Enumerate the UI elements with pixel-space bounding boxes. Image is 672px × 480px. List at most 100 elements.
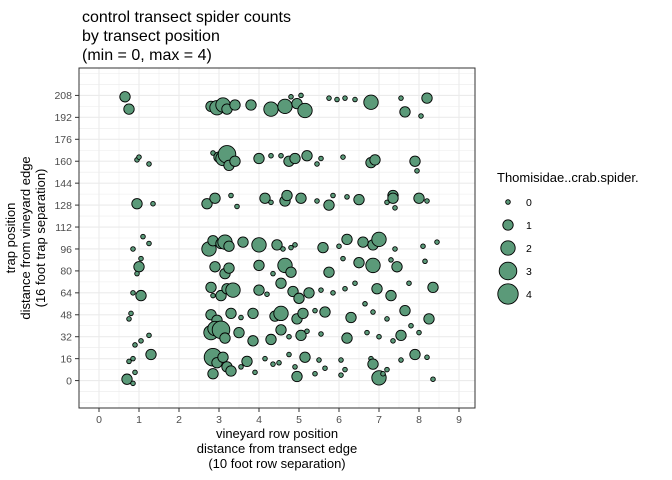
data-point xyxy=(387,192,399,204)
data-point xyxy=(265,333,277,346)
data-point xyxy=(420,243,426,249)
y-tick-label: 112 xyxy=(55,222,72,234)
data-point xyxy=(217,351,229,363)
data-point xyxy=(273,305,289,322)
data-point xyxy=(370,309,376,315)
data-point xyxy=(275,324,287,336)
data-point xyxy=(326,95,332,101)
data-point xyxy=(277,98,293,115)
data-point xyxy=(201,198,213,210)
data-point xyxy=(314,198,320,204)
data-point xyxy=(264,291,270,297)
data-point xyxy=(126,316,132,322)
y-tick-label: 16 xyxy=(60,353,72,365)
data-points xyxy=(119,91,440,387)
data-point xyxy=(318,155,324,162)
data-point xyxy=(262,355,268,362)
y-axis-title-line: trap position xyxy=(3,203,18,274)
data-point xyxy=(210,292,216,299)
y-tick-label: 96 xyxy=(60,244,72,256)
title-line-3: (min = 0, max = 4) xyxy=(82,47,212,64)
data-point xyxy=(342,95,348,101)
data-point xyxy=(363,94,379,110)
data-point xyxy=(371,231,387,248)
data-point xyxy=(291,370,303,383)
data-point xyxy=(140,233,146,240)
data-point xyxy=(207,368,219,380)
y-tick-label: 0 xyxy=(66,375,72,387)
data-point xyxy=(259,192,271,204)
legend-label: 1 xyxy=(526,220,532,232)
data-point xyxy=(340,154,346,160)
data-point xyxy=(423,313,435,325)
data-point xyxy=(276,360,282,366)
data-point xyxy=(345,311,357,324)
data-point xyxy=(123,103,135,115)
data-point xyxy=(352,96,358,103)
data-point xyxy=(205,281,217,294)
legend-key xyxy=(502,219,514,231)
data-point xyxy=(136,154,142,160)
x-tick-label: 9 xyxy=(456,414,462,426)
legend-key xyxy=(497,283,519,305)
data-point xyxy=(414,168,420,174)
data-point xyxy=(263,101,279,117)
data-point xyxy=(130,290,136,296)
data-point xyxy=(336,243,342,249)
data-point xyxy=(295,192,307,204)
y-tick-label: 192 xyxy=(54,112,72,124)
data-point xyxy=(395,329,407,341)
data-point xyxy=(145,348,157,361)
y-axis-title-line: distance from vineyard edge xyxy=(18,156,33,319)
title-line-2: by transect position xyxy=(82,28,220,45)
data-point xyxy=(234,203,240,210)
data-point xyxy=(295,329,307,341)
legend-title: Thomisidae..crab.spider. xyxy=(497,170,639,185)
x-tick-label: 2 xyxy=(176,414,182,426)
data-point xyxy=(367,358,379,370)
y-tick-label: 176 xyxy=(54,134,72,146)
data-point xyxy=(427,281,439,294)
data-point xyxy=(340,255,346,262)
x-axis-title-line: distance from transect edge xyxy=(197,441,357,456)
data-point xyxy=(247,307,259,320)
data-point xyxy=(278,152,284,159)
data-point xyxy=(424,354,430,361)
data-point xyxy=(238,364,244,370)
data-point xyxy=(298,92,304,99)
data-point xyxy=(225,282,241,298)
data-point xyxy=(434,239,440,245)
data-point xyxy=(288,244,294,251)
data-point xyxy=(430,376,436,382)
data-point xyxy=(323,266,335,278)
data-point xyxy=(301,150,313,162)
title-line-1: control transect spider counts xyxy=(82,9,291,26)
data-point xyxy=(219,332,231,344)
data-point xyxy=(323,199,335,211)
data-point xyxy=(134,270,140,277)
data-point xyxy=(133,261,145,273)
data-point xyxy=(352,280,358,286)
data-point xyxy=(341,233,353,246)
data-point xyxy=(422,258,428,265)
data-point xyxy=(353,257,365,269)
data-point xyxy=(416,329,422,336)
data-point xyxy=(330,290,336,296)
data-point xyxy=(229,99,241,111)
x-axis-ticks: 0 1 2 3 4 5 6 7 8 9 xyxy=(96,408,462,426)
data-point xyxy=(286,351,292,358)
y-axis-title: trap position distance from vineyard edge… xyxy=(3,156,48,319)
data-point xyxy=(398,357,404,363)
data-point xyxy=(384,316,390,322)
data-point xyxy=(223,262,235,274)
data-point xyxy=(362,301,368,307)
data-point xyxy=(392,246,398,252)
data-point xyxy=(130,380,136,387)
x-tick-label: 6 xyxy=(336,414,342,426)
data-point xyxy=(344,194,350,200)
y-axis-ticks: 0 16 32 48 64 80 96 112 128 144 160 176 192 208 xyxy=(54,90,79,387)
data-point xyxy=(406,280,412,286)
legend-label: 3 xyxy=(526,266,532,278)
data-point xyxy=(146,332,152,339)
